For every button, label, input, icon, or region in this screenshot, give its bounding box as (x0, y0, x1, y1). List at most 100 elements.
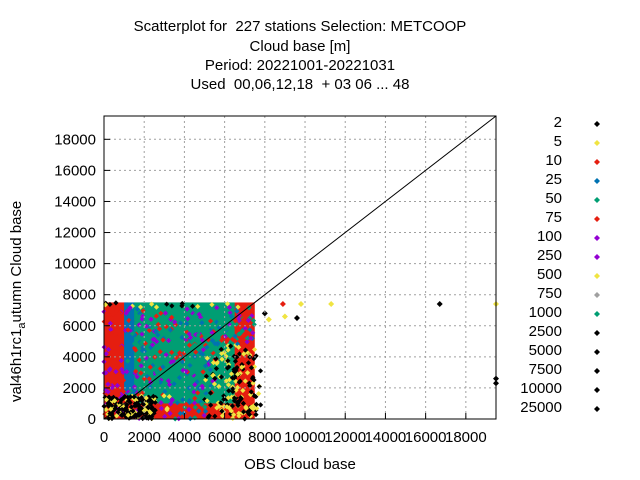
scatter-point (119, 412, 125, 418)
y-tick-label: 12000 (54, 225, 96, 242)
scatter-point (105, 389, 111, 395)
scatter-point (241, 351, 247, 357)
scatter-point (201, 412, 207, 418)
y-tick-label: 10000 (54, 256, 96, 273)
legend-marker (594, 216, 600, 222)
scatter-point (108, 330, 114, 337)
scatter-point (204, 344, 210, 350)
scatter-point (131, 413, 137, 420)
scatter-point (240, 400, 247, 407)
scatter-point (169, 398, 175, 404)
scatter-point (240, 387, 246, 394)
scatter-point (151, 396, 157, 402)
scatter-point (107, 320, 113, 327)
scatter-point (160, 364, 166, 370)
scatter-point (153, 304, 160, 310)
scatter-point (198, 314, 204, 320)
scatter-point (137, 404, 143, 410)
scatter-point (228, 371, 235, 377)
legend-label: 7500 (528, 361, 562, 378)
legend-label: 5 (553, 133, 562, 150)
scatter-point (200, 385, 206, 391)
scatter-point (162, 389, 168, 395)
chart-subtitle-used: Used 00,06,12,18 + 03 06 ... 48 (190, 76, 410, 93)
y-axis-label-rest: utumn Cloud base (8, 200, 25, 323)
y-axis-label: val46h1rc1autumn Cloud base (8, 201, 28, 402)
scatter-point (185, 316, 191, 322)
scatter-point (130, 408, 136, 414)
scatter-point (111, 318, 117, 324)
scatter-point (254, 405, 260, 411)
legend-label: 5000 (528, 342, 562, 359)
legend-marker (594, 159, 600, 165)
y-axis-label-main: val46h1rc1 (8, 328, 25, 402)
scatter-point (112, 398, 118, 404)
scatter-point (147, 410, 154, 416)
scatter-point (265, 316, 272, 323)
scatter-point (222, 333, 228, 340)
scatter-point (148, 316, 154, 322)
scatter-point (172, 319, 178, 325)
y-tick-label: 4000 (63, 349, 96, 366)
scatter-point (248, 335, 254, 341)
y-tick-label: 0 (88, 411, 96, 428)
scatter-point (113, 403, 119, 409)
scatter-point (134, 400, 140, 406)
scatter-point (192, 342, 198, 348)
scatter-point (244, 335, 250, 342)
scatter-point (133, 368, 139, 374)
scatter-point (250, 380, 256, 386)
scatter-point (209, 302, 215, 308)
scatter-point (242, 325, 248, 331)
scatter-point (139, 316, 145, 322)
scatter-point (113, 308, 120, 314)
scatter-point (181, 410, 187, 416)
legend-label: 50 (545, 190, 562, 207)
legend-label: 10000 (520, 380, 562, 397)
scatter-point (279, 301, 286, 308)
scatter-point (117, 400, 123, 406)
scatter-point (180, 343, 186, 349)
scatter-point (249, 313, 255, 319)
scatter-point (104, 315, 111, 322)
scatter-point (138, 405, 145, 411)
y-tick-label: 16000 (54, 162, 96, 179)
scatter-point (135, 411, 141, 417)
legend-markers (594, 121, 600, 412)
scatter-point (132, 342, 139, 348)
scatter-point (209, 337, 216, 344)
scatter-point (131, 388, 137, 394)
scatter-point (165, 378, 172, 384)
scatter-point (208, 315, 214, 321)
scatter-point (164, 301, 170, 307)
scatter-point (205, 337, 211, 343)
scatter-point (230, 389, 236, 395)
scatter-point (234, 364, 240, 371)
scatter-point (213, 365, 219, 372)
scatter-point (111, 404, 117, 410)
scatter-point (293, 315, 300, 321)
scatter-point (224, 365, 231, 371)
scatter-point (243, 329, 249, 335)
scatter-point (183, 334, 189, 340)
scatter-point (183, 401, 189, 407)
scatter-point (154, 379, 160, 385)
legend-marker (594, 178, 600, 184)
scatter-point (225, 347, 231, 353)
scatter-point (228, 313, 234, 319)
scatter-point (112, 326, 119, 332)
scatter-point (256, 391, 262, 397)
scatter-point (152, 399, 158, 406)
chart-title: Scatterplot for 227 stations Selection: … (133, 18, 467, 35)
legend-label: 2 (553, 114, 562, 131)
scatter-point (253, 394, 259, 400)
scatter-point (250, 317, 257, 324)
scatter-point (125, 412, 131, 418)
scatter-point (246, 380, 252, 386)
scatter-point (207, 367, 214, 373)
axis-ticks: 0 2000 4000 6000 8000 10000120001400016000180… (54, 131, 486, 446)
scatter-point (136, 402, 142, 408)
scatter-point (226, 388, 232, 394)
scatter-point (214, 305, 220, 311)
scatter-point (176, 375, 183, 381)
